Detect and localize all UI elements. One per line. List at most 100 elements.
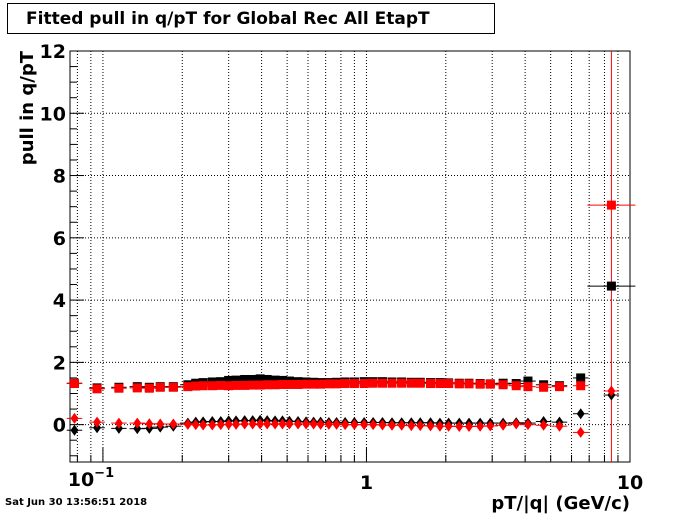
y-tick-label: 6: [53, 228, 66, 250]
chart-title-box: Fitted pull in q/pT for Global Rec All E…: [7, 3, 495, 34]
data-point-diamond: [114, 417, 123, 429]
data-point-square: [255, 374, 265, 384]
data-point-diamond: [156, 418, 165, 430]
data-point-diamond: [145, 418, 154, 430]
y-tick-label: 8: [53, 166, 66, 188]
y-tick-label: 0: [53, 415, 66, 437]
data-point-square: [406, 378, 416, 388]
data-point-diamond: [607, 385, 616, 397]
data-point-square: [485, 379, 495, 389]
data-point-diamond: [455, 421, 464, 433]
data-point-square: [435, 379, 445, 389]
data-point-square: [262, 380, 272, 390]
data-point-square: [183, 382, 193, 392]
data-point-diamond: [332, 418, 341, 430]
data-point-diamond: [523, 419, 532, 431]
data-point-diamond: [263, 418, 272, 430]
data-point-square: [216, 380, 226, 390]
data-point-square: [168, 382, 178, 392]
data-point-square: [262, 374, 272, 384]
data-point-diamond: [444, 420, 453, 432]
x-axis-title: pT/|q| (GeV/c): [491, 493, 630, 514]
data-point-diamond: [555, 420, 564, 432]
data-point-square: [284, 379, 294, 389]
data-point-diamond: [499, 419, 508, 431]
data-point-square: [576, 373, 586, 383]
data-point-square: [316, 379, 326, 389]
data-point-square: [132, 383, 142, 393]
data-point-square: [387, 378, 397, 388]
data-point-square: [231, 375, 241, 385]
chart-title: Fitted pull in q/pT for Global Rec All E…: [26, 9, 430, 29]
data-point-square: [523, 382, 533, 392]
data-point-diamond: [388, 419, 397, 431]
data-point-square: [144, 383, 154, 393]
data-point-diamond: [378, 419, 387, 431]
data-point-diamond: [426, 420, 435, 432]
data-point-diamond: [93, 422, 102, 434]
data-point-diamond: [70, 412, 79, 424]
data-point-diamond: [240, 418, 249, 430]
data-point-square: [155, 382, 165, 392]
data-point-diamond: [539, 419, 548, 431]
data-point-square: [368, 378, 378, 388]
data-point-diamond: [369, 419, 378, 431]
data-point-square: [332, 379, 342, 389]
data-point-diamond: [360, 419, 369, 431]
data-point-diamond: [576, 426, 585, 438]
data-point-diamond: [465, 421, 474, 433]
y-tick-label: 2: [53, 352, 66, 374]
data-point-square: [207, 381, 217, 391]
data-point-square: [377, 378, 387, 388]
data-point-diamond: [316, 418, 325, 430]
plot-area: [70, 51, 630, 462]
x-tick-label: 10−1: [68, 466, 114, 491]
data-point-square: [69, 379, 79, 389]
data-point-square: [231, 380, 241, 390]
data-point-diamond: [70, 424, 79, 436]
data-point-diamond: [407, 420, 416, 432]
data-point-square: [349, 379, 359, 389]
data-point-diamond: [169, 418, 178, 430]
data-point-square: [523, 376, 533, 386]
data-point-diamond: [397, 419, 406, 431]
data-point-square: [554, 382, 564, 392]
data-point-diamond: [341, 419, 350, 431]
data-point-diamond: [285, 418, 294, 430]
data-point-square: [240, 380, 250, 390]
data-point-square: [444, 379, 454, 389]
data-point-diamond: [208, 419, 217, 431]
data-point-square: [576, 381, 586, 391]
data-point-square: [293, 379, 303, 389]
data-point-square: [359, 379, 369, 389]
data-point-square: [415, 378, 425, 388]
data-point-square: [511, 381, 521, 391]
data-point-square: [426, 379, 436, 389]
data-point-diamond: [133, 423, 142, 435]
data-point-diamond: [486, 420, 495, 432]
data-point-diamond: [183, 418, 192, 430]
y-axis-title: pull in q/pT: [17, 50, 38, 165]
data-point-square: [454, 379, 464, 389]
data-point-diamond: [93, 416, 102, 428]
timestamp: Sat Jun 30 13:56:51 2018: [5, 497, 148, 508]
data-point-square: [498, 380, 508, 390]
x-tick-label: 1: [360, 472, 373, 494]
data-point-diamond: [232, 418, 241, 430]
plot-frame: [69, 50, 631, 463]
data-point-diamond: [576, 408, 585, 420]
data-point-square: [539, 382, 549, 392]
data-point-diamond: [133, 417, 142, 429]
data-point-square: [397, 378, 407, 388]
data-point-diamond: [294, 418, 303, 430]
data-point-square: [340, 379, 350, 389]
y-tick-label: 4: [53, 290, 66, 312]
data-point-diamond: [512, 418, 521, 430]
data-point-diamond: [199, 419, 208, 431]
data-point-diamond: [350, 419, 359, 431]
y-tick-label: 10: [40, 103, 66, 125]
data-point-square: [475, 379, 485, 389]
data-point-square: [240, 374, 250, 384]
data-point-diamond: [435, 420, 444, 432]
